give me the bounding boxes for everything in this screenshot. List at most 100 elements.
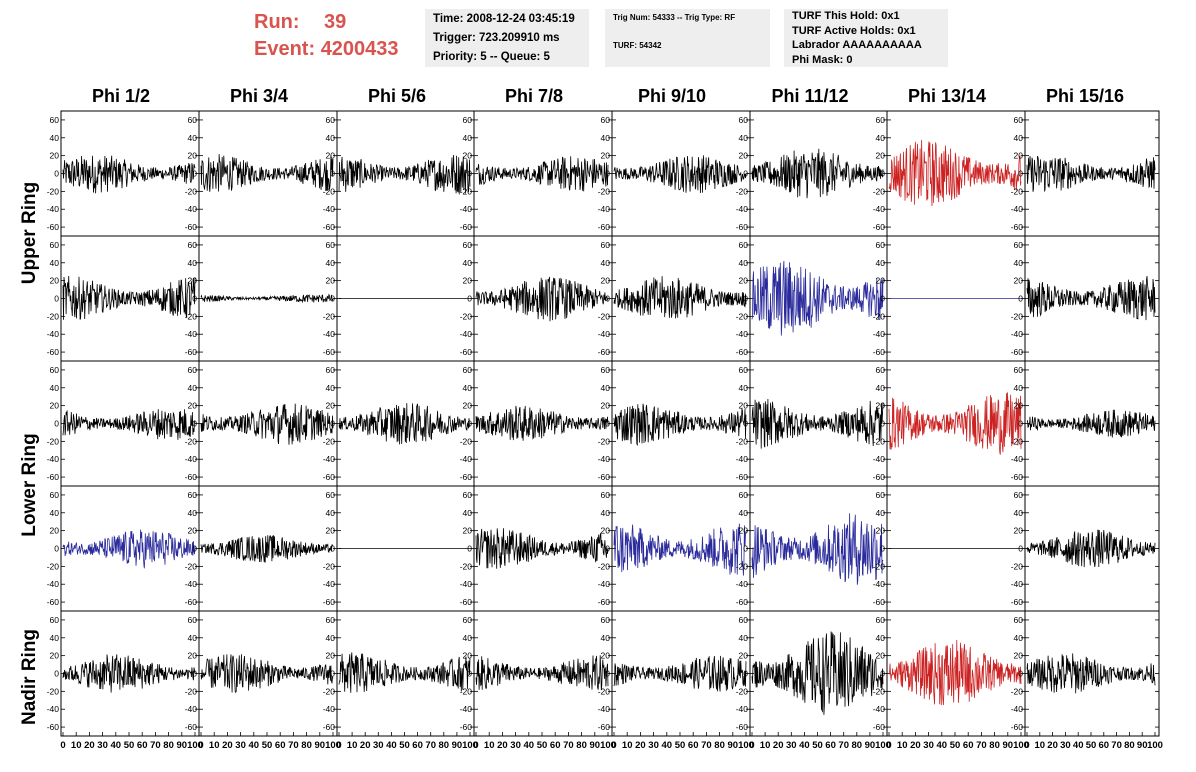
y-tick-label: 20 [50, 401, 60, 411]
x-tick-label: 10 [484, 740, 495, 751]
col-header-3: Phi 5/6 [367, 86, 427, 106]
x-tick-label: 30 [648, 740, 659, 751]
y-tick-label: 40 [188, 508, 198, 518]
y-tick-label: -40 [323, 329, 336, 339]
y-tick-label: 40 [188, 133, 198, 143]
panel-r3-c7: -60 -40 -20 0 20 40 60 [873, 360, 1026, 487]
col-header-7: Phi 13/14 [907, 86, 987, 106]
y-tick-label: 20 [463, 401, 473, 411]
y-tick-label: 20 [463, 276, 473, 286]
y-tick-label: 0 [192, 669, 197, 679]
x-tick-label: 80 [163, 740, 174, 751]
y-tick-label: 40 [1014, 633, 1024, 643]
panel-r2-c4: -60 -40 -20 0 20 40 60 [460, 235, 613, 362]
col-header-1: Phi 1/2 [91, 86, 151, 106]
y-tick-label: -20 [47, 561, 60, 571]
y-tick-label: 20 [1014, 151, 1024, 161]
y-tick-label: 40 [326, 133, 336, 143]
y-tick-label: 0 [192, 294, 197, 304]
waveform-trace [751, 398, 884, 449]
x-tick-label: 50 [537, 740, 548, 751]
panel-r2-c3: -60 -40 -20 0 20 40 60 [323, 235, 475, 362]
y-tick-label: 40 [463, 508, 473, 518]
waveform-trace [613, 523, 747, 576]
x-tick-label: 50 [399, 740, 410, 751]
priority-line: Priority: 5 -- Queue: 5 [433, 51, 550, 63]
y-tick-label: -40 [1011, 204, 1024, 214]
panel-r1-c5: -60 -40 -20 0 20 40 60 [598, 110, 751, 237]
x-tick-label: 10 [622, 740, 633, 751]
y-tick-label: -20 [736, 186, 749, 196]
panel-r4-c4: -60 -40 -20 0 20 40 60 [460, 485, 613, 612]
event-label: Event: 4200433 [254, 37, 399, 61]
y-tick-label: -40 [873, 454, 886, 464]
x-tick-label: 90 [452, 740, 463, 751]
y-tick-label: 0 [743, 544, 748, 554]
y-tick-label: -60 [323, 472, 336, 482]
y-tick-label: -40 [1011, 579, 1024, 589]
y-tick-label: -60 [47, 222, 60, 232]
panel-r2-c1: -60 -40 -20 0 20 40 60 [47, 235, 200, 362]
y-tick-label: 60 [188, 365, 198, 375]
x-tick-label: 10 [1035, 740, 1046, 751]
y-tick-label: -20 [873, 311, 886, 321]
panel-r4-c2: -60 -40 -20 0 20 40 60 [185, 485, 338, 612]
waveform-trace [1026, 529, 1156, 568]
y-tick-label: 60 [739, 115, 749, 125]
panel-r4-c5: -60 -40 -20 0 20 40 60 [598, 485, 751, 612]
y-tick-label: 20 [188, 526, 198, 536]
y-tick-label: 0 [467, 294, 472, 304]
y-tick-label: 0 [605, 419, 610, 429]
y-tick-label: 40 [1014, 508, 1024, 518]
y-tick-label: 20 [188, 401, 198, 411]
y-tick-label: 40 [876, 258, 886, 268]
waveform-trace [200, 154, 334, 192]
y-tick-label: -20 [873, 561, 886, 571]
panel-r4-c7: -60 -40 -20 0 20 40 60 [873, 485, 1026, 612]
x-tick-label: 0 [1024, 740, 1029, 751]
panel-r2-c7: -60 -40 -20 0 20 40 60 [873, 235, 1026, 362]
y-tick-label: -20 [460, 561, 473, 571]
x-tick-label: 10 [71, 740, 82, 751]
y-tick-label: 40 [326, 258, 336, 268]
y-tick-label: -60 [323, 347, 336, 357]
y-tick-label: -20 [323, 436, 336, 446]
y-tick-label: 40 [739, 633, 749, 643]
x-tick-label: 20 [360, 740, 371, 751]
panel-r3-c6: -60 -40 -20 0 20 40 60 [736, 360, 888, 487]
y-tick-label: -40 [598, 204, 611, 214]
y-tick-label: 20 [326, 651, 336, 661]
panel-r1-c3: -60 -40 -20 0 20 40 60 [323, 110, 475, 237]
y-tick-label: 40 [1014, 258, 1024, 268]
waveform-trace [62, 275, 196, 320]
y-tick-label: 20 [326, 401, 336, 411]
y-tick-label: -60 [460, 472, 473, 482]
y-tick-label: 0 [605, 294, 610, 304]
y-tick-label: 40 [463, 133, 473, 143]
x-tick-label: 10 [209, 740, 220, 751]
y-tick-label: 40 [739, 508, 749, 518]
y-tick-label: 40 [601, 383, 611, 393]
y-tick-label: 20 [188, 276, 198, 286]
y-tick-label: -20 [185, 686, 198, 696]
y-tick-label: 20 [739, 401, 749, 411]
x-tick-label: 20 [773, 740, 784, 751]
y-tick-label: -40 [47, 204, 60, 214]
y-tick-label: -60 [598, 597, 611, 607]
y-tick-label: -40 [736, 579, 749, 589]
y-tick-label: 60 [601, 490, 611, 500]
y-tick-label: -60 [1011, 347, 1024, 357]
waveform-trace [888, 139, 1022, 207]
x-tick-label: 0 [749, 740, 754, 751]
y-tick-label: -60 [185, 722, 198, 732]
y-tick-label: 60 [601, 115, 611, 125]
labrador-line: Labrador AAAAAAAAAA [792, 39, 922, 51]
x-tick-label: 60 [550, 740, 561, 751]
panel-r3-c4: -60 -40 -20 0 20 40 60 [460, 360, 613, 487]
x-tick-label: 0 [611, 740, 616, 751]
x-tick-label: 40 [111, 740, 122, 751]
x-tick-label: 0 [473, 740, 478, 751]
waveform-trace [62, 654, 196, 693]
y-tick-label: -40 [598, 329, 611, 339]
